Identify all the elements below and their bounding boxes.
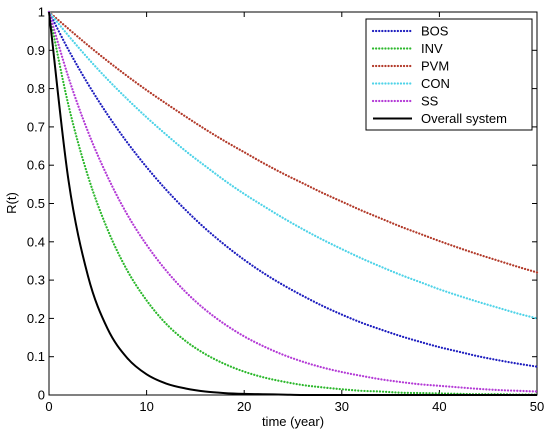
x-tick-label: 40 <box>432 399 446 414</box>
legend-label-overall-system: Overall system <box>421 111 507 126</box>
legend-label-con: CON <box>421 76 450 91</box>
series-layer <box>47 10 539 396</box>
y-tick-label: 0 <box>38 388 45 403</box>
y-tick-label: 0.8 <box>27 81 45 96</box>
series-line-overall-system <box>48 11 537 396</box>
y-tick-label: 0.4 <box>27 234 45 249</box>
y-tick-label: 0.2 <box>27 311 45 326</box>
y-tick-label: 0.5 <box>27 196 45 211</box>
series-line-inv <box>47 10 539 396</box>
legend-label-inv: INV <box>421 41 443 56</box>
x-tick-label: 20 <box>237 399 251 414</box>
series-line-bos <box>47 10 539 368</box>
legend-label-pvm: PVM <box>421 59 449 74</box>
y-tick-label: 0.9 <box>27 43 45 58</box>
y-axis-label: R(t) <box>4 192 19 214</box>
x-tick-label: 0 <box>45 399 52 414</box>
series-line-ss <box>47 10 539 393</box>
x-tick-label: 30 <box>335 399 349 414</box>
y-tick-label: 1 <box>38 5 45 20</box>
x-axis-label: time (year) <box>262 414 324 429</box>
y-tick-label: 0.3 <box>27 273 45 288</box>
legend: BOS INV PVM CON SS Overall system <box>365 18 533 131</box>
axis-ticks: 0 10 20 30 40 50 0 0.1 0.2 0.3 0.4 0.5 0.6 0.7 0.8 0.9 1 <box>27 5 544 415</box>
series-line-con <box>47 10 539 320</box>
legend-label-ss: SS <box>421 94 439 109</box>
legend-box <box>365 18 533 131</box>
y-tick-label: 0.7 <box>27 119 45 134</box>
series-line-pvm <box>47 10 539 274</box>
legend-label-bos: BOS <box>421 24 449 39</box>
x-tick-label: 50 <box>530 399 544 414</box>
y-tick-label: 0.6 <box>27 158 45 173</box>
x-tick-label: 10 <box>139 399 153 414</box>
y-tick-label: 0.1 <box>27 349 45 364</box>
